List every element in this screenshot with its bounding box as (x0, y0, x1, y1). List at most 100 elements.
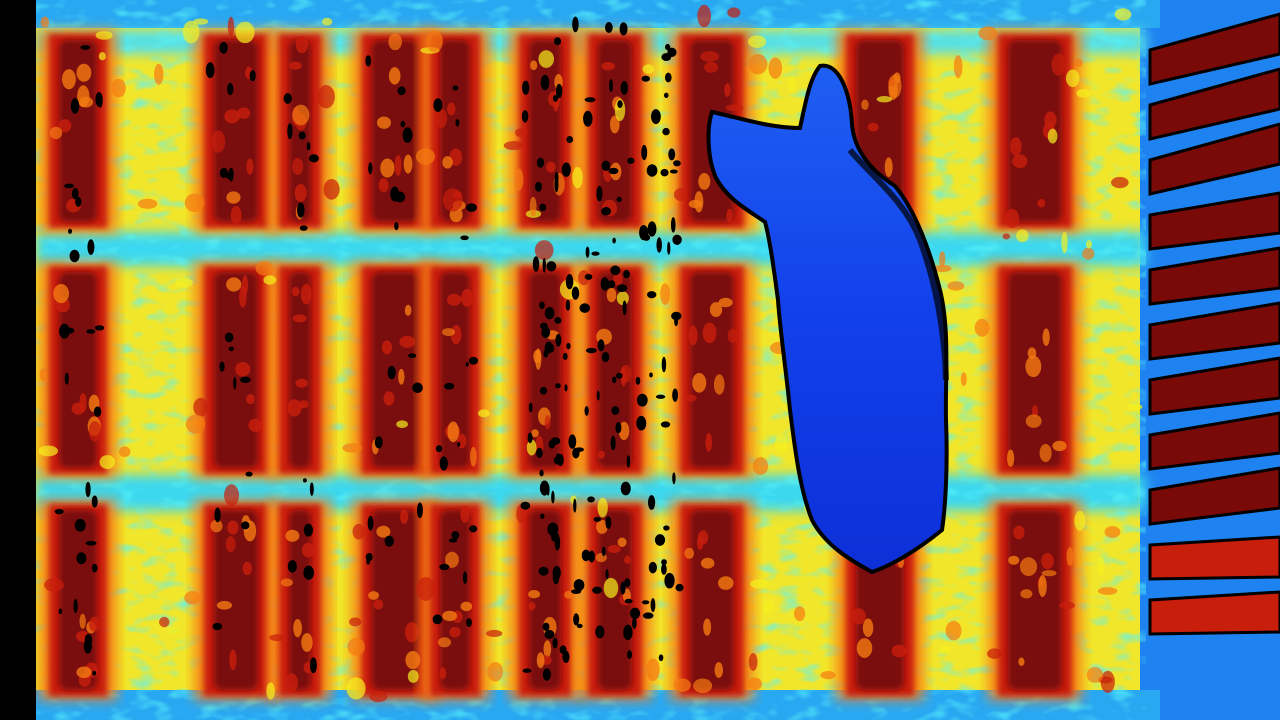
depth-hole (566, 135, 574, 144)
left-hole-border (0, 0, 36, 720)
depth-hole (75, 196, 82, 207)
slat (1148, 191, 1280, 251)
texture-blob (292, 157, 304, 175)
depth-hole (601, 351, 610, 363)
depth-hole (592, 586, 603, 594)
texture-blob (748, 35, 767, 48)
depth-blob (216, 600, 233, 610)
texture-blob (1085, 240, 1093, 249)
depth-hole (612, 237, 616, 244)
depth-blob (624, 555, 631, 565)
depth-hole (620, 81, 628, 95)
depth-hole (601, 206, 612, 216)
depth-hole (527, 432, 533, 444)
depth-hole (551, 490, 555, 504)
texture-blob (210, 519, 223, 533)
depth-hole (387, 365, 396, 380)
depth-blob (1005, 208, 1020, 229)
depth-hole (568, 434, 577, 449)
texture-blob (684, 547, 695, 559)
depth-hole (466, 203, 477, 212)
depth-hole (433, 98, 443, 112)
depth-hole (542, 257, 546, 273)
texture-blob (514, 168, 524, 191)
depth-hole (544, 307, 555, 320)
depth-hole (573, 498, 577, 513)
texture-blob (1019, 557, 1038, 577)
depth-blob (709, 302, 723, 318)
texture-blob (673, 678, 691, 692)
depth-hole (551, 532, 560, 542)
depth-hole (397, 86, 406, 96)
depth-blob (404, 622, 419, 643)
depth-hole (66, 327, 75, 334)
texture-blob (529, 196, 537, 217)
depth-hole (539, 301, 545, 310)
depth-hole (611, 406, 620, 415)
depth-hole (366, 557, 371, 565)
depth-hole (552, 637, 558, 649)
depth-blob (388, 67, 401, 85)
texture-blob (280, 578, 293, 587)
depth-hole (54, 508, 64, 515)
depth-blob (851, 608, 866, 625)
depth-hole (605, 516, 612, 530)
texture-blob (1002, 233, 1011, 240)
book-core (214, 510, 258, 690)
depth-hole (451, 531, 460, 540)
depth-hole (522, 80, 530, 95)
texture-blob (235, 21, 255, 44)
texture-blob (762, 599, 775, 615)
depth-blob (1052, 440, 1067, 452)
texture-blob (603, 577, 619, 599)
depth-blob (867, 122, 879, 132)
texture-blob (388, 33, 402, 51)
depth-blob (289, 61, 302, 70)
texture-blob (38, 445, 59, 457)
depth-hole (555, 453, 561, 463)
depth-blob (439, 667, 447, 680)
depth-hole (541, 326, 551, 339)
depth-hole (205, 62, 215, 79)
depth-blob (285, 529, 300, 542)
depth-hole (562, 352, 568, 361)
depth-blob (293, 618, 303, 638)
texture-blob (597, 497, 608, 518)
depth-hole (615, 421, 622, 434)
depth-hole (219, 361, 225, 372)
depth-hole (546, 261, 557, 272)
texture-blob (49, 126, 63, 140)
depth-hole (610, 265, 621, 276)
texture-blob (945, 620, 962, 641)
depth-blob (724, 83, 731, 97)
depth-blob (301, 542, 315, 558)
depth-hole (585, 347, 597, 354)
depth-hole (610, 435, 616, 451)
depth-hole (573, 613, 580, 626)
texture-blob (159, 616, 170, 628)
depth-hole (636, 393, 648, 407)
texture-blob (1051, 53, 1066, 76)
depth-hole (92, 670, 97, 676)
depth-hole (520, 501, 531, 510)
depth-hole (465, 362, 469, 367)
depth-hole (583, 110, 593, 127)
texture-blob (515, 128, 528, 138)
depth-hole (661, 356, 667, 373)
depth-blob (442, 610, 458, 622)
depth-hole (80, 45, 91, 50)
depth-hole (584, 273, 593, 280)
texture-blob (1114, 8, 1132, 21)
texture-blob (960, 372, 967, 387)
depth-hole (668, 148, 676, 161)
texture-blob (88, 421, 102, 442)
depth-hole (228, 346, 234, 352)
depth-blob (696, 535, 704, 550)
book-core (598, 510, 632, 690)
texture-blob (79, 613, 86, 629)
depth-blob (1025, 355, 1042, 378)
texture-blob (794, 606, 806, 621)
depth-hole (655, 394, 666, 399)
texture-blob (578, 270, 590, 286)
depth-blob (535, 348, 542, 370)
